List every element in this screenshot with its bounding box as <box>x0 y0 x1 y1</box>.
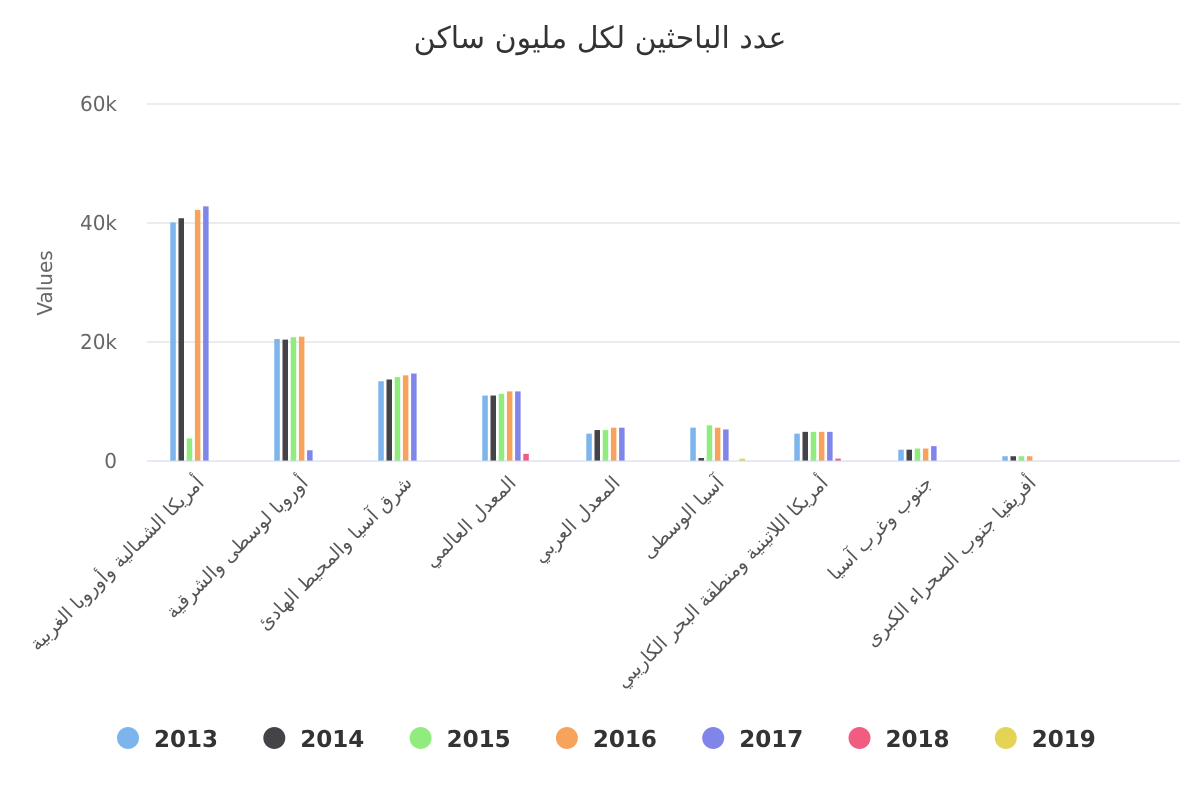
y-tick-label: 40k <box>80 211 117 235</box>
legend-label: 2013 <box>154 727 218 753</box>
legend-label: 2015 <box>447 727 511 753</box>
bar <box>482 395 488 461</box>
bar <box>170 222 176 461</box>
bar <box>186 438 193 461</box>
bar <box>282 339 288 461</box>
bar <box>1026 456 1033 461</box>
bar <box>931 446 937 462</box>
legend-marker <box>409 727 432 749</box>
y-tick-label: 20k <box>80 330 117 354</box>
legend-item-2016[interactable]: 2016 <box>555 727 657 753</box>
bar <box>690 427 696 461</box>
bar <box>1010 456 1016 461</box>
bar <box>411 373 417 461</box>
legend-marker <box>263 727 286 749</box>
legend-item-2019[interactable]: 2019 <box>994 727 1096 753</box>
bar <box>394 377 401 461</box>
bar <box>835 458 841 461</box>
bar <box>274 339 280 461</box>
bar <box>498 393 505 461</box>
legend-marker <box>555 727 578 749</box>
legend-item-2015[interactable]: 2015 <box>409 727 511 753</box>
bar <box>827 431 833 461</box>
legend-item-2013[interactable]: 2013 <box>117 727 218 753</box>
bar <box>739 458 745 461</box>
bar <box>298 336 305 461</box>
bar <box>178 218 184 461</box>
legend: 2013 2014 2015 2016 2017 2018 2019 <box>117 727 1096 753</box>
bar <box>1018 456 1025 461</box>
bar <box>602 430 609 461</box>
bar <box>194 209 201 461</box>
y-tick-label: 0 <box>104 449 117 473</box>
bar <box>906 449 912 461</box>
bar <box>706 425 713 461</box>
bar <box>290 337 297 461</box>
bar <box>922 448 929 461</box>
y-tick-label: 60k <box>80 92 117 116</box>
bar <box>515 391 521 461</box>
legend-marker <box>117 727 139 749</box>
bar <box>698 458 704 461</box>
x-tick-label: المعدل العربي <box>529 472 624 567</box>
bar <box>586 433 592 461</box>
bar <box>794 433 800 461</box>
legend-label: 2017 <box>739 727 803 753</box>
bar <box>723 429 729 461</box>
legend-label: 2016 <box>593 727 657 753</box>
x-tick-label: أمريكا الشمالية وأوروبا الغربية <box>24 471 209 656</box>
bar <box>714 427 721 461</box>
chart-title: عدد الباحثين لكل مليون ساكن <box>414 21 787 56</box>
x-tick-label: آسيا الوسطى <box>636 470 729 563</box>
bar <box>378 381 384 461</box>
bars <box>170 206 1033 462</box>
legend-marker <box>702 727 725 749</box>
gridlines <box>147 103 1180 343</box>
legend-item-2017[interactable]: 2017 <box>702 727 803 753</box>
bar <box>203 206 209 461</box>
bar <box>490 395 496 461</box>
bar <box>402 375 409 461</box>
y-axis-ticks: 0 20k 40k 60k <box>80 92 117 473</box>
bar <box>898 449 904 461</box>
bar <box>523 453 529 461</box>
legend-item-2018[interactable]: 2018 <box>848 727 950 753</box>
x-tick-label: جنوب وغرب آسيا <box>822 471 936 585</box>
bar <box>802 431 808 461</box>
y-axis-title: Values <box>33 250 57 315</box>
legend-item-2014[interactable]: 2014 <box>263 727 364 753</box>
bar <box>810 431 817 461</box>
legend-label: 2018 <box>886 727 950 753</box>
bar <box>1002 456 1008 461</box>
legend-marker <box>994 727 1017 749</box>
bar <box>914 448 921 461</box>
bar <box>818 431 825 461</box>
bar <box>594 430 600 461</box>
legend-label: 2019 <box>1032 727 1096 753</box>
legend-marker <box>848 727 871 749</box>
x-tick-label: المعدل العالمي <box>420 472 520 572</box>
bar <box>506 391 513 461</box>
x-tick-label: أفريقيا جنوب الصحراء الكبرى <box>860 471 1041 652</box>
x-tick-label: أمريكا اللاتينية ومنطقة البحر الكاريبي <box>610 471 832 693</box>
bar <box>307 450 313 461</box>
bar <box>610 427 617 461</box>
bar <box>386 379 392 461</box>
legend-label: 2014 <box>300 727 364 753</box>
bar <box>619 427 625 461</box>
